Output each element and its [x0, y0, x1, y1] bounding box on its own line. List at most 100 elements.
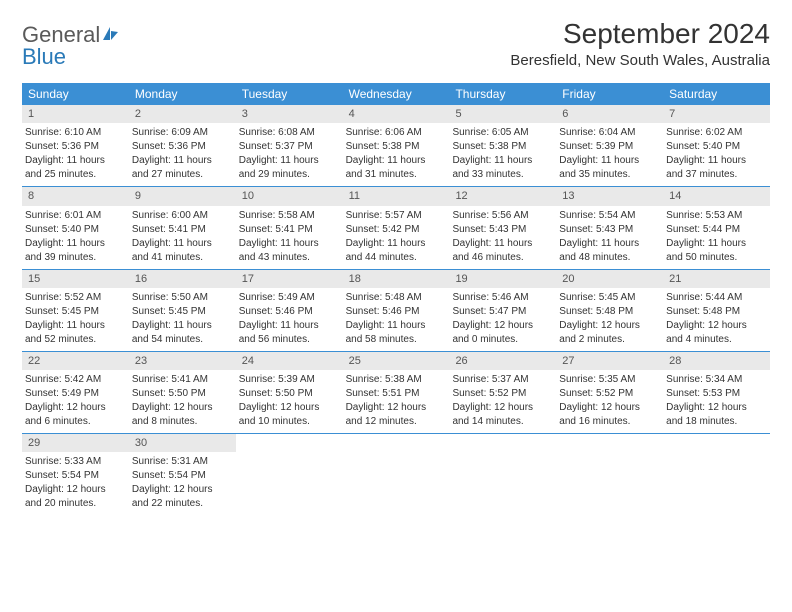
day-body: Sunrise: 6:00 AMSunset: 5:41 PMDaylight:… — [129, 206, 236, 269]
day-number: 4 — [343, 105, 450, 123]
day-line: Sunset: 5:43 PM — [559, 223, 660, 236]
day-line: Sunrise: 6:09 AM — [132, 126, 233, 139]
day-cell: 2Sunrise: 6:09 AMSunset: 5:36 PMDaylight… — [129, 105, 236, 186]
day-line: and 31 minutes. — [346, 168, 447, 181]
day-line: Sunrise: 5:50 AM — [132, 291, 233, 304]
day-body: Sunrise: 5:52 AMSunset: 5:45 PMDaylight:… — [22, 288, 129, 351]
day-line: and 46 minutes. — [452, 251, 553, 264]
day-body: Sunrise: 5:57 AMSunset: 5:42 PMDaylight:… — [343, 206, 450, 269]
day-line: Sunset: 5:49 PM — [25, 387, 126, 400]
day-line: Daylight: 12 hours — [346, 401, 447, 414]
day-line: Sunset: 5:46 PM — [346, 305, 447, 318]
dow-cell: Tuesday — [236, 83, 343, 105]
day-body: Sunrise: 6:10 AMSunset: 5:36 PMDaylight:… — [22, 123, 129, 186]
day-line: Daylight: 11 hours — [452, 237, 553, 250]
day-line: Daylight: 11 hours — [666, 154, 767, 167]
day-body: Sunrise: 5:44 AMSunset: 5:48 PMDaylight:… — [663, 288, 770, 351]
day-line: and 33 minutes. — [452, 168, 553, 181]
day-number: 11 — [343, 187, 450, 205]
day-line: Sunrise: 5:58 AM — [239, 209, 340, 222]
day-line: Sunrise: 6:04 AM — [559, 126, 660, 139]
day-line: Sunrise: 5:39 AM — [239, 373, 340, 386]
day-line: Daylight: 12 hours — [559, 319, 660, 332]
header: General September 2024 Beresfield, New S… — [22, 18, 770, 69]
day-line: and 14 minutes. — [452, 415, 553, 428]
day-body: Sunrise: 5:54 AMSunset: 5:43 PMDaylight:… — [556, 206, 663, 269]
day-line: and 35 minutes. — [559, 168, 660, 181]
day-line: Daylight: 11 hours — [132, 237, 233, 250]
week-row: 29Sunrise: 5:33 AMSunset: 5:54 PMDayligh… — [22, 434, 770, 515]
day-line: Daylight: 11 hours — [239, 237, 340, 250]
day-body: Sunrise: 5:48 AMSunset: 5:46 PMDaylight:… — [343, 288, 450, 351]
day-line: Sunrise: 5:38 AM — [346, 373, 447, 386]
day-line: and 6 minutes. — [25, 415, 126, 428]
dow-cell: Thursday — [449, 83, 556, 105]
day-line: Daylight: 11 hours — [132, 319, 233, 332]
day-line: and 16 minutes. — [559, 415, 660, 428]
day-number: 12 — [449, 187, 556, 205]
day-line: Sunrise: 5:41 AM — [132, 373, 233, 386]
day-line: Daylight: 11 hours — [25, 237, 126, 250]
day-line: and 44 minutes. — [346, 251, 447, 264]
day-cell: 11Sunrise: 5:57 AMSunset: 5:42 PMDayligh… — [343, 187, 450, 268]
day-line: Daylight: 12 hours — [132, 483, 233, 496]
day-cell: 20Sunrise: 5:45 AMSunset: 5:48 PMDayligh… — [556, 270, 663, 351]
day-line: and 56 minutes. — [239, 333, 340, 346]
day-line: Sunset: 5:41 PM — [239, 223, 340, 236]
day-body: Sunrise: 5:58 AMSunset: 5:41 PMDaylight:… — [236, 206, 343, 269]
calendar: SundayMondayTuesdayWednesdayThursdayFrid… — [22, 83, 770, 515]
dow-cell: Monday — [129, 83, 236, 105]
day-number: 17 — [236, 270, 343, 288]
day-number: 8 — [22, 187, 129, 205]
day-number: 16 — [129, 270, 236, 288]
day-line: Daylight: 11 hours — [132, 154, 233, 167]
day-body: Sunrise: 5:42 AMSunset: 5:49 PMDaylight:… — [22, 370, 129, 433]
day-line: and 4 minutes. — [666, 333, 767, 346]
day-line: Sunset: 5:37 PM — [239, 140, 340, 153]
day-cell: 6Sunrise: 6:04 AMSunset: 5:39 PMDaylight… — [556, 105, 663, 186]
day-line: and 39 minutes. — [25, 251, 126, 264]
day-number: 24 — [236, 352, 343, 370]
day-number: 10 — [236, 187, 343, 205]
day-line: Sunrise: 5:54 AM — [559, 209, 660, 222]
day-cell: 1Sunrise: 6:10 AMSunset: 5:36 PMDaylight… — [22, 105, 129, 186]
day-line: and 41 minutes. — [132, 251, 233, 264]
day-line: and 12 minutes. — [346, 415, 447, 428]
day-cell: 30Sunrise: 5:31 AMSunset: 5:54 PMDayligh… — [129, 434, 236, 515]
day-line: and 58 minutes. — [346, 333, 447, 346]
day-line: Sunset: 5:50 PM — [239, 387, 340, 400]
day-line: Sunrise: 5:34 AM — [666, 373, 767, 386]
day-line: Sunset: 5:42 PM — [346, 223, 447, 236]
day-line: Sunset: 5:54 PM — [132, 469, 233, 482]
day-number: 14 — [663, 187, 770, 205]
day-line: Sunrise: 6:00 AM — [132, 209, 233, 222]
day-line: and 27 minutes. — [132, 168, 233, 181]
day-line: Daylight: 12 hours — [239, 401, 340, 414]
day-line: Daylight: 12 hours — [452, 401, 553, 414]
day-line: Daylight: 11 hours — [25, 154, 126, 167]
day-number: 27 — [556, 352, 663, 370]
day-line: Daylight: 12 hours — [666, 319, 767, 332]
day-line: Daylight: 11 hours — [559, 154, 660, 167]
day-cell: 12Sunrise: 5:56 AMSunset: 5:43 PMDayligh… — [449, 187, 556, 268]
day-line: Sunset: 5:48 PM — [559, 305, 660, 318]
day-line: Daylight: 11 hours — [346, 319, 447, 332]
day-cell: 19Sunrise: 5:46 AMSunset: 5:47 PMDayligh… — [449, 270, 556, 351]
day-line: Sunset: 5:51 PM — [346, 387, 447, 400]
day-number: 7 — [663, 105, 770, 123]
day-line: Sunrise: 5:35 AM — [559, 373, 660, 386]
day-cell: 26Sunrise: 5:37 AMSunset: 5:52 PMDayligh… — [449, 352, 556, 433]
day-cell: 18Sunrise: 5:48 AMSunset: 5:46 PMDayligh… — [343, 270, 450, 351]
logo-sail-icon — [102, 22, 120, 48]
day-line: Sunset: 5:38 PM — [452, 140, 553, 153]
day-line: Sunrise: 5:46 AM — [452, 291, 553, 304]
day-cell: 25Sunrise: 5:38 AMSunset: 5:51 PMDayligh… — [343, 352, 450, 433]
day-line: and 2 minutes. — [559, 333, 660, 346]
day-number: 9 — [129, 187, 236, 205]
day-line: Sunset: 5:52 PM — [452, 387, 553, 400]
day-cell: 28Sunrise: 5:34 AMSunset: 5:53 PMDayligh… — [663, 352, 770, 433]
day-line: Daylight: 11 hours — [239, 154, 340, 167]
day-line: and 29 minutes. — [239, 168, 340, 181]
day-line: Daylight: 12 hours — [666, 401, 767, 414]
day-cell: 27Sunrise: 5:35 AMSunset: 5:52 PMDayligh… — [556, 352, 663, 433]
